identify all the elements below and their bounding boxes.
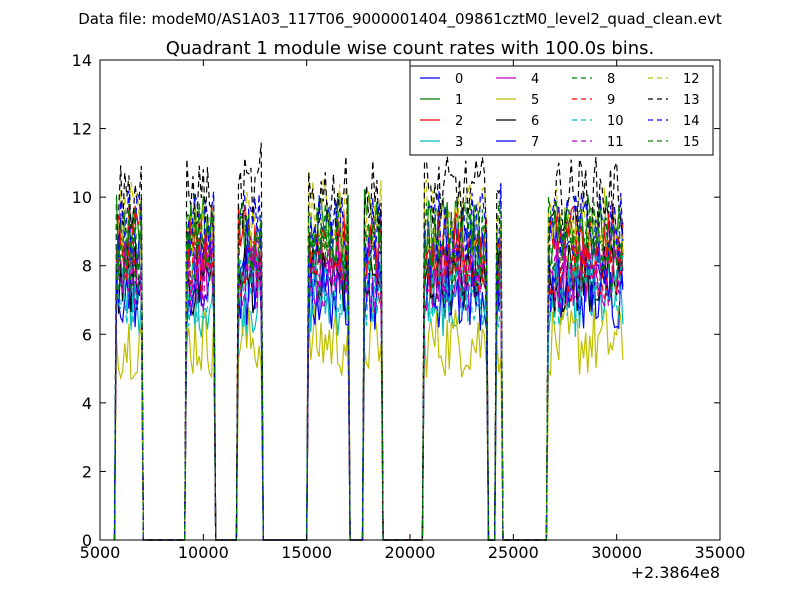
legend-label-9: 9 <box>607 93 615 108</box>
x-tick-label-35000: 35000 <box>695 543 746 562</box>
legend-label-2: 2 <box>455 114 463 129</box>
legend-label-0: 0 <box>455 72 463 87</box>
y-tick-label-0: 0 <box>82 531 92 550</box>
legend-label-6: 6 <box>531 114 539 129</box>
legend-label-14: 14 <box>683 114 700 129</box>
axis-ticks: 5000 10000 15000 20000 25000 30000 35000 0 2 4 6 8 1… <box>72 51 746 562</box>
legend-label-5: 5 <box>531 93 539 108</box>
x-offset-label: +2.3864e8 <box>631 563 720 582</box>
legend-label-8: 8 <box>607 72 615 87</box>
legend-label-11: 11 <box>607 135 624 150</box>
x-tick-label-20000: 20000 <box>385 543 436 562</box>
x-tick-label-25000: 25000 <box>488 543 539 562</box>
series-line-12 <box>113 170 624 541</box>
y-tick-label-6: 6 <box>82 325 92 344</box>
legend-label-15: 15 <box>683 135 700 150</box>
legend-label-1: 1 <box>455 93 463 108</box>
series-line-13 <box>113 142 624 541</box>
y-tick-label-2: 2 <box>82 462 92 481</box>
legend-label-3: 3 <box>455 135 463 150</box>
y-tick-label-12: 12 <box>72 120 92 139</box>
legend-box <box>409 65 714 156</box>
legend-label-7: 7 <box>531 135 539 150</box>
y-tick-label-8: 8 <box>82 257 92 276</box>
y-tick-label-4: 4 <box>82 394 92 413</box>
chart-suptitle: Data file: modeM0/AS1A03_117T06_90000014… <box>78 10 722 29</box>
x-tick-label-5000: 5000 <box>80 543 121 562</box>
legend-label-13: 13 <box>683 93 700 108</box>
x-tick-label-30000: 30000 <box>591 543 642 562</box>
x-tick-label-15000: 15000 <box>281 543 332 562</box>
legend-label-10: 10 <box>607 114 624 129</box>
y-tick-label-10: 10 <box>72 188 92 207</box>
y-tick-label-14: 14 <box>72 51 92 70</box>
legend-label-12: 12 <box>683 72 700 87</box>
x-tick-label-10000: 10000 <box>178 543 229 562</box>
legend-label-4: 4 <box>531 72 539 87</box>
series-line-15 <box>113 193 624 541</box>
series-group <box>113 142 624 541</box>
chart-title: Quadrant 1 module wise count rates with … <box>166 38 655 59</box>
